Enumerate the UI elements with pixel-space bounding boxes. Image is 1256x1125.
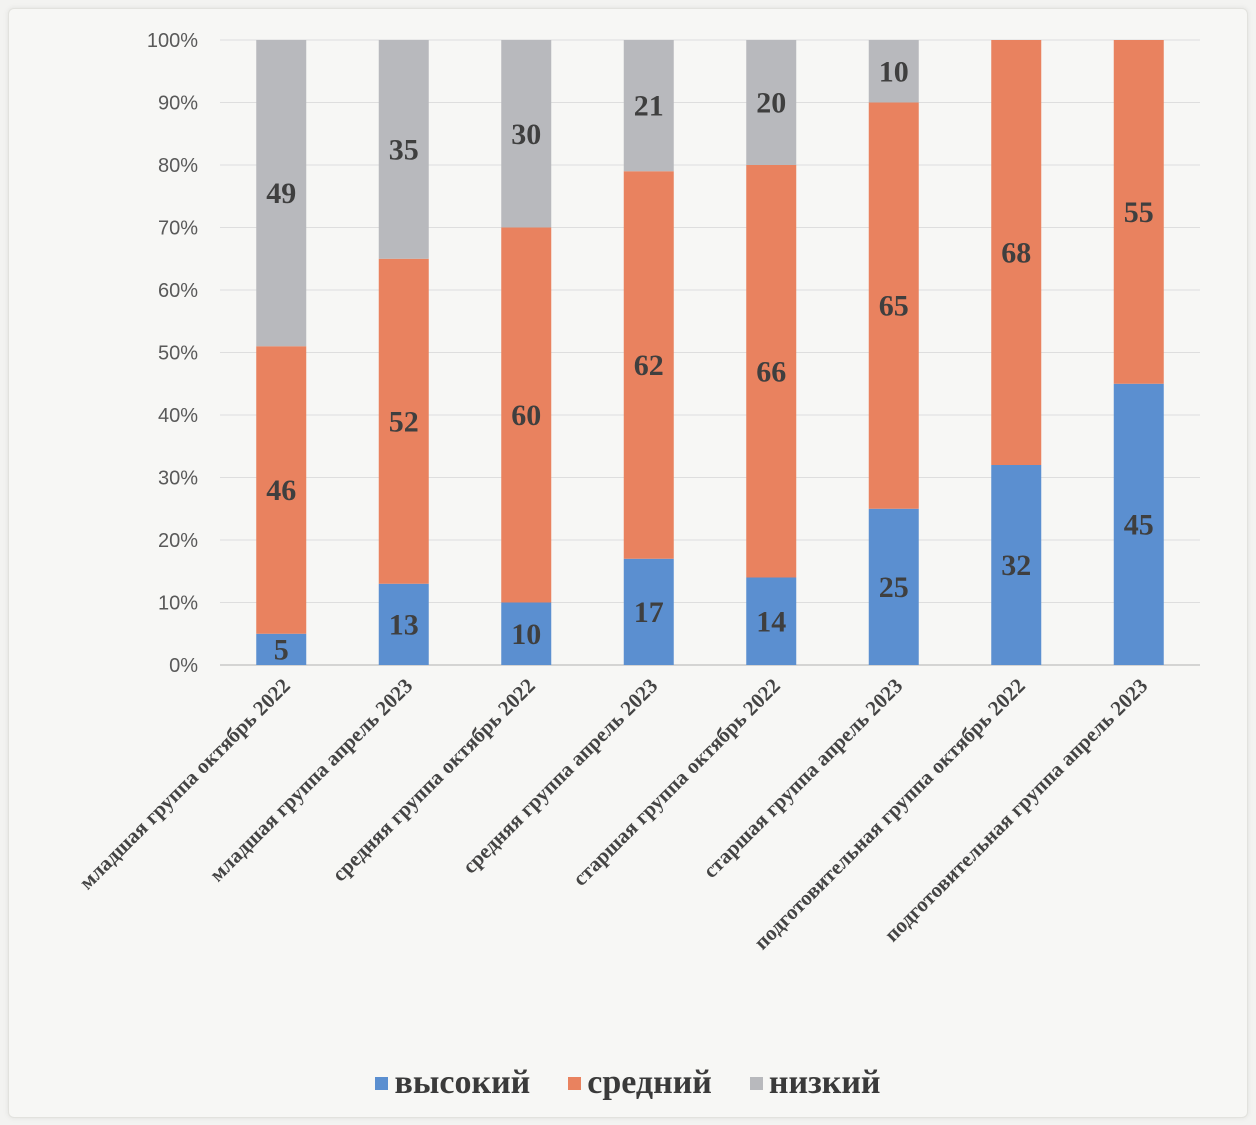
y-tick-label: 50%	[158, 343, 198, 365]
x-tick-label: подготовительная группа октябрь 2022	[749, 674, 1030, 955]
bar-segment	[623, 40, 674, 172]
y-tick-label: 0%	[169, 655, 198, 677]
data-label: 65	[879, 290, 909, 323]
bar-segment	[746, 577, 797, 665]
data-label: 17	[634, 596, 664, 629]
legend-swatch	[375, 1076, 389, 1090]
legend-label: низкий	[768, 1064, 881, 1101]
data-label: 13	[389, 608, 419, 641]
data-label: 30	[511, 118, 541, 151]
data-label: 49	[266, 177, 296, 210]
legend-swatch	[568, 1076, 582, 1090]
bar-segment	[623, 171, 674, 559]
y-tick-label: 60%	[158, 280, 198, 302]
x-tick-label: подготовительная группа апрель 2023	[879, 674, 1152, 947]
bar-segment	[378, 40, 429, 259]
legend-item: низкий	[749, 1064, 881, 1102]
legend: высокий средний низкий	[0, 1064, 1256, 1102]
legend-item: высокий	[375, 1064, 530, 1102]
data-labels: 5 46 49 13 52 35 10 60 30 17 62 21 14 66 20 25 65 10 32 68 4…	[266, 55, 1154, 666]
x-tick-label: старшая группа октябрь 2022	[568, 674, 785, 891]
x-tick-label: младшая группа апрель 2023	[205, 674, 418, 887]
data-label: 5	[274, 633, 289, 666]
y-tick-label: 20%	[158, 530, 198, 552]
data-label: 55	[1124, 196, 1154, 229]
legend-label: средний	[587, 1064, 712, 1101]
bar-segment	[256, 346, 307, 634]
y-tick-label: 10%	[158, 593, 198, 615]
data-label: 46	[266, 474, 296, 507]
data-label: 21	[634, 90, 664, 123]
data-label: 20	[756, 87, 786, 120]
bar-segment	[1113, 40, 1164, 384]
bar-segment	[746, 40, 797, 165]
y-tick-label: 90%	[158, 93, 198, 115]
data-label: 45	[1124, 508, 1154, 541]
bars	[256, 40, 1164, 665]
grid-lines	[220, 39, 1200, 666]
y-axis: 0% 10% 20% 30% 40% 50% 60% 70% 80% 90% 100%	[147, 30, 198, 677]
bar-segment	[868, 508, 919, 665]
legend-swatch	[749, 1076, 763, 1090]
y-tick-label: 30%	[158, 468, 198, 490]
bar-segment	[623, 558, 674, 665]
bar-segment	[1113, 383, 1164, 665]
data-label: 10	[879, 55, 909, 88]
y-tick-label: 80%	[158, 155, 198, 177]
bar-segment	[501, 227, 552, 603]
x-tick-label: младшая группа октябрь 2022	[74, 674, 295, 895]
data-label: 10	[511, 618, 541, 651]
data-label: 60	[511, 399, 541, 432]
data-label: 62	[634, 349, 664, 382]
bar-segment	[746, 165, 797, 578]
legend-item: средний	[568, 1064, 712, 1102]
x-tick-label: средняя группа октябрь 2022	[327, 674, 540, 887]
bar-segment	[991, 465, 1042, 665]
y-tick-label: 40%	[158, 405, 198, 427]
x-tick-label: старшая группа апрель 2023	[698, 674, 907, 883]
data-label: 68	[1001, 237, 1031, 270]
y-tick-label: 70%	[158, 218, 198, 240]
bar-segment	[256, 633, 307, 665]
data-label: 35	[389, 133, 419, 166]
data-label: 52	[389, 405, 419, 438]
bar-segment	[501, 40, 552, 228]
bar-segment	[256, 40, 307, 347]
bar-segment	[378, 258, 429, 584]
bar-segment	[868, 102, 919, 509]
bar-segment	[868, 40, 919, 103]
data-label: 25	[879, 571, 909, 604]
legend-label: высокий	[394, 1064, 531, 1101]
bar-segment	[501, 602, 552, 665]
x-tick-label: средняя группа апрель 2023	[458, 674, 663, 879]
bar-segment	[991, 40, 1042, 465]
data-label: 32	[1001, 549, 1031, 582]
data-label: 66	[756, 355, 786, 388]
bar-segment	[378, 583, 429, 665]
y-tick-label: 100%	[147, 30, 198, 52]
data-label: 14	[756, 605, 786, 638]
